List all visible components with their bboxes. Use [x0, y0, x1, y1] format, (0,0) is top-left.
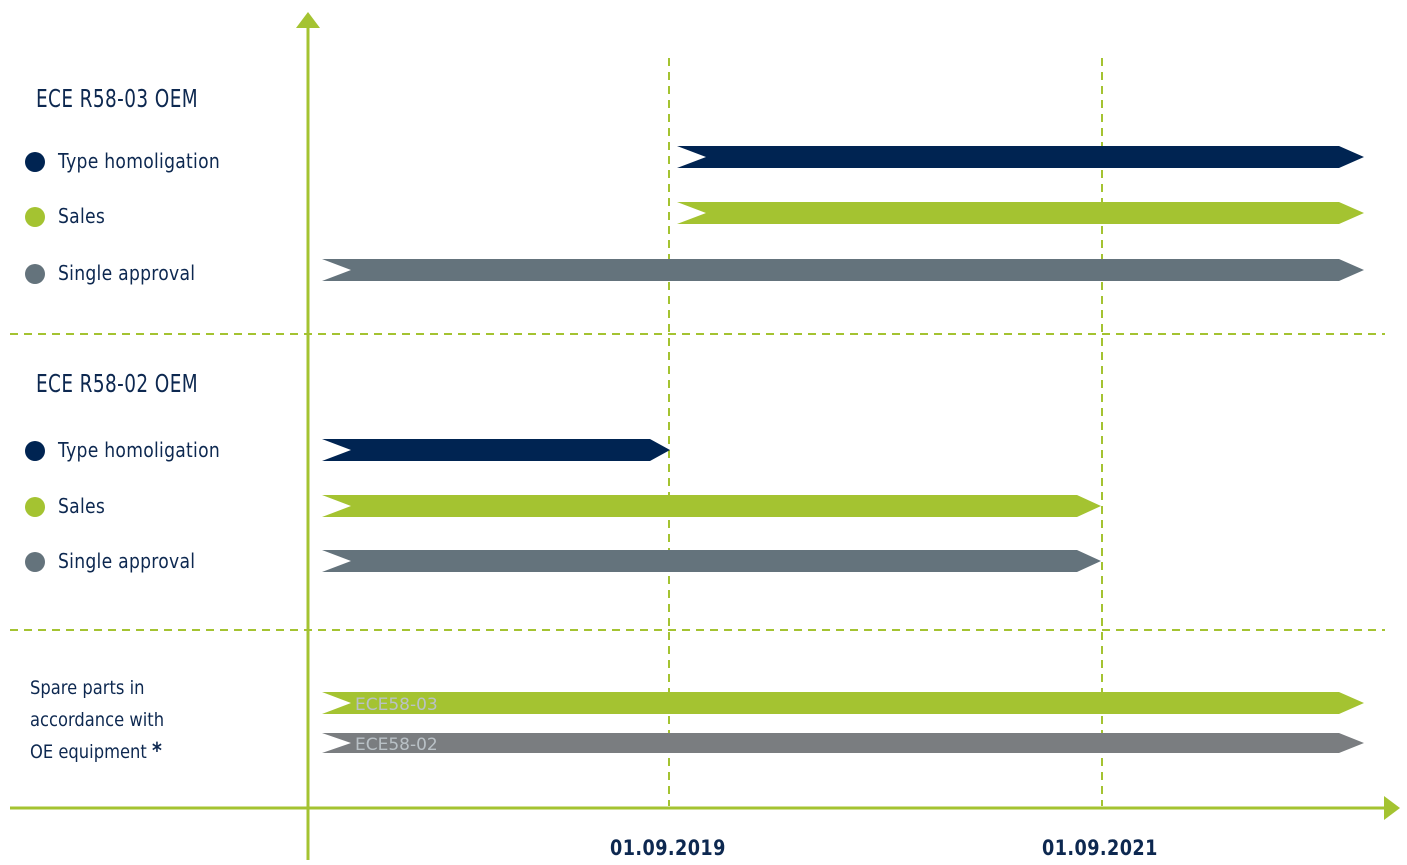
- spare-parts-line-3: OE equipment *: [30, 736, 164, 768]
- bar-label-ece58-02: ECE58-02: [355, 735, 438, 755]
- spare-parts-line-2: accordance with: [30, 709, 165, 731]
- legend-dot-navy: [25, 441, 45, 461]
- bar-r58-03-single-approval: [322, 259, 1364, 281]
- section-title-r58-02: ECE R58-02 OEM: [36, 369, 199, 398]
- bar-r58-02-sales: [322, 495, 1101, 517]
- bar-spare-ece58-02: [322, 733, 1364, 753]
- horizontal-axis-arrowhead: [1384, 796, 1400, 820]
- row-label-r58-02-sales: Sales: [58, 494, 106, 518]
- footnote-asterisk: *: [152, 739, 162, 764]
- row-label-r58-03-type: Type homoligation: [58, 149, 221, 173]
- bar-r58-03-sales: [677, 202, 1364, 224]
- bar-spare-ece58-03: [322, 692, 1364, 714]
- row-label-r58-03-sales: Sales: [58, 204, 106, 228]
- row-label-r58-02-single: Single approval: [58, 549, 196, 573]
- bar-r58-02-single-approval: [322, 550, 1101, 572]
- spare-parts-label: Spare parts in accordance with OE equipm…: [30, 672, 164, 768]
- legend-dot-navy: [25, 152, 45, 172]
- milestone-date-2021: 01.09.2021: [1042, 836, 1158, 860]
- milestone-date-2019: 01.09.2019: [610, 836, 726, 860]
- section-title-r58-03: ECE R58-03 OEM: [36, 84, 199, 113]
- bar-label-ece58-03: ECE58-03: [355, 695, 438, 715]
- legend-dot-slate: [25, 264, 45, 284]
- bar-r58-02-type-homologation: [322, 439, 670, 461]
- row-label-r58-02-type: Type homoligation: [58, 438, 221, 462]
- legend-dot-slate: [25, 552, 45, 572]
- legend-dot-green: [25, 497, 45, 517]
- row-label-r58-03-single: Single approval: [58, 261, 196, 285]
- bar-r58-03-type-homologation: [677, 146, 1364, 168]
- spare-parts-line-3-text: OE equipment: [30, 741, 147, 763]
- spare-parts-line-1: Spare parts in: [30, 677, 145, 699]
- legend-dot-green: [25, 207, 45, 227]
- vertical-axis-arrowhead: [296, 12, 320, 28]
